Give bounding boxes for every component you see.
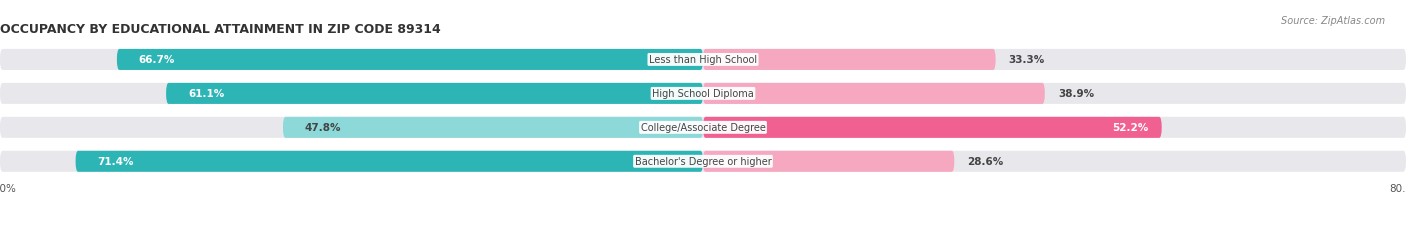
FancyBboxPatch shape [0, 117, 1406, 138]
Text: 47.8%: 47.8% [305, 123, 342, 133]
FancyBboxPatch shape [703, 117, 1161, 138]
Text: 66.7%: 66.7% [139, 55, 176, 65]
Text: College/Associate Degree: College/Associate Degree [641, 123, 765, 133]
FancyBboxPatch shape [703, 151, 955, 172]
Text: Bachelor's Degree or higher: Bachelor's Degree or higher [634, 157, 772, 167]
Text: High School Diploma: High School Diploma [652, 89, 754, 99]
FancyBboxPatch shape [703, 50, 995, 71]
Text: 38.9%: 38.9% [1057, 89, 1094, 99]
FancyBboxPatch shape [76, 151, 703, 172]
FancyBboxPatch shape [0, 83, 1406, 104]
Text: 28.6%: 28.6% [967, 157, 1004, 167]
Text: 61.1%: 61.1% [188, 89, 225, 99]
Text: 52.2%: 52.2% [1112, 123, 1149, 133]
FancyBboxPatch shape [0, 50, 1406, 71]
Text: Less than High School: Less than High School [650, 55, 756, 65]
FancyBboxPatch shape [283, 117, 703, 138]
FancyBboxPatch shape [0, 151, 1406, 172]
Text: OCCUPANCY BY EDUCATIONAL ATTAINMENT IN ZIP CODE 89314: OCCUPANCY BY EDUCATIONAL ATTAINMENT IN Z… [0, 23, 440, 36]
Text: Source: ZipAtlas.com: Source: ZipAtlas.com [1281, 16, 1385, 26]
FancyBboxPatch shape [703, 83, 1045, 104]
FancyBboxPatch shape [117, 50, 703, 71]
FancyBboxPatch shape [166, 83, 703, 104]
Text: 33.3%: 33.3% [1010, 55, 1045, 65]
Text: 71.4%: 71.4% [97, 157, 134, 167]
